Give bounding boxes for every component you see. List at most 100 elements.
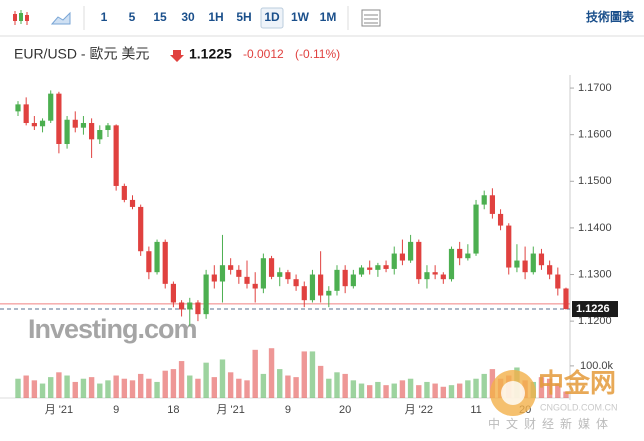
volume-bar (129, 380, 136, 398)
candle-body (72, 119, 78, 128)
candle-body (481, 195, 487, 205)
volume-bar (473, 378, 479, 398)
volume-bar (219, 359, 226, 398)
area-icon[interactable] (50, 11, 71, 25)
interval-button[interactable]: 5H (236, 10, 251, 24)
interval-button[interactable]: 1 (101, 10, 108, 24)
volume-bar (162, 370, 168, 398)
volume-bar (170, 369, 177, 398)
volume-bar (211, 377, 217, 398)
volume-bar (72, 381, 78, 398)
table-icon[interactable] (361, 9, 381, 27)
x-tick-label: 11 (470, 404, 481, 416)
volume-bar (23, 375, 29, 398)
interval-button[interactable]: 1W (291, 10, 310, 24)
candle-body (342, 269, 348, 287)
interval-button[interactable]: 1M (320, 10, 337, 24)
logo-site: CNGOLD.COM.CN (540, 402, 618, 412)
candle-body (178, 302, 185, 310)
candle-body (416, 241, 422, 280)
candle-body (15, 104, 21, 112)
x-tick-label: 20 (339, 404, 351, 416)
volume-bar (80, 378, 87, 398)
candle-body (530, 253, 536, 273)
volume-bar (293, 377, 299, 398)
volume-bar (236, 378, 242, 398)
x-tick-label: 月 '21 (216, 404, 244, 416)
volume-bar (350, 380, 357, 398)
volume-bar (285, 375, 291, 398)
candle-body (326, 290, 332, 296)
candle-body (39, 120, 46, 127)
volume-bar (538, 377, 545, 398)
last-price-label: 1.1226 (576, 303, 610, 315)
candle-body (80, 123, 87, 128)
candle-body (440, 274, 446, 280)
y-tick-label: 1.1600 (578, 129, 612, 141)
candle-body (203, 274, 209, 315)
candle-body (350, 274, 356, 287)
candle-body (563, 288, 569, 310)
volume-bar (178, 361, 185, 398)
change: -0.0012 (243, 47, 284, 61)
candle-body (318, 274, 324, 296)
candle-body (547, 265, 553, 275)
interval-button[interactable]: 1D (264, 10, 280, 24)
interval-button[interactable]: 5 (129, 10, 136, 24)
volume-bar (277, 369, 283, 398)
candle-body (105, 125, 111, 131)
volume-bar (121, 378, 128, 398)
down-arrow (170, 50, 184, 62)
candle-body (146, 251, 152, 273)
pair-title: EUR/USD - 歐元 美元 (14, 46, 149, 62)
volume-tick-label: 100.0k (580, 360, 614, 372)
candle-body (407, 241, 414, 261)
volume-bar (481, 373, 487, 398)
candle-body (473, 204, 479, 254)
interval-button[interactable]: 15 (153, 10, 167, 24)
toolbar: 技術圖表 (0, 6, 644, 37)
interval-button[interactable]: 30 (181, 10, 195, 24)
volume-bar (64, 375, 70, 398)
logo-name: 中金网 (538, 368, 616, 398)
volume-bar (195, 378, 201, 398)
candle-body (358, 267, 365, 275)
volume-bar (358, 383, 365, 398)
candle-body (236, 269, 242, 277)
volume-bar (244, 380, 250, 398)
candle-body (285, 272, 291, 280)
volume-bar (48, 377, 54, 398)
candle-body (301, 286, 307, 301)
candle-body (195, 302, 201, 315)
volume-bar (432, 383, 438, 398)
volume-bar (391, 383, 397, 398)
volume-bar (154, 381, 160, 398)
candle-body (497, 213, 504, 226)
candle-body (252, 283, 258, 289)
volume-bar (56, 372, 62, 398)
volume-bar (31, 380, 38, 398)
tech-chart-link[interactable]: 技術圖表 (586, 9, 635, 24)
volume-bar (309, 351, 316, 398)
volume-bar (187, 375, 193, 398)
x-tick-label: 18 (167, 404, 179, 416)
volume-bar (416, 385, 422, 398)
candle-body (448, 248, 455, 280)
candle-body (211, 274, 217, 282)
candle-body (538, 253, 545, 266)
candle-body (187, 302, 193, 310)
candle-body (162, 241, 168, 284)
y-tick-label: 1.1700 (578, 82, 612, 94)
candle-body (399, 253, 406, 261)
candle-body (56, 93, 62, 144)
candle-body (457, 248, 463, 259)
candle-body (375, 265, 381, 270)
volume-bar (407, 378, 414, 398)
interval-button[interactable]: 1H (208, 10, 223, 24)
candle-body (506, 225, 512, 268)
candle-body (129, 199, 136, 207)
volume-bar (546, 378, 553, 398)
x-tick-label: 月 '22 (405, 404, 433, 416)
candle-body (391, 253, 397, 269)
